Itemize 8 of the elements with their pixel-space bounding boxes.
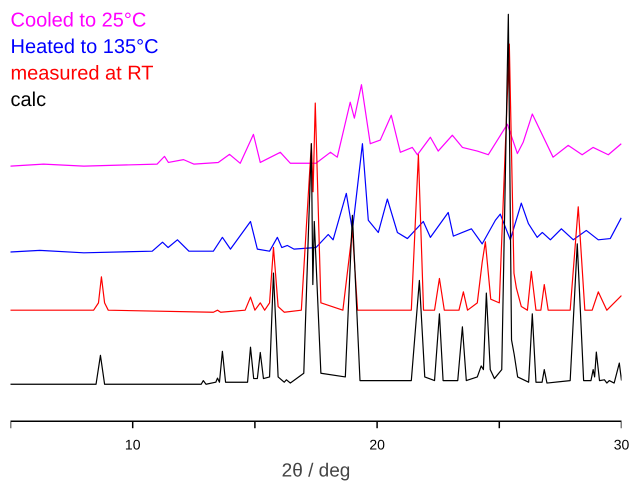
- text: Cooled to 25°C: [10, 10, 146, 32]
- x-tick-label: 20: [369, 436, 386, 452]
- x-axis-title: 2θ / deg: [282, 460, 350, 482]
- text: calc: [10, 89, 46, 111]
- text: Heated to 135°C: [10, 36, 159, 58]
- text: measured at RT: [10, 62, 154, 84]
- x-tick-label: 10: [124, 436, 141, 452]
- x-tick-label: 30: [614, 436, 630, 452]
